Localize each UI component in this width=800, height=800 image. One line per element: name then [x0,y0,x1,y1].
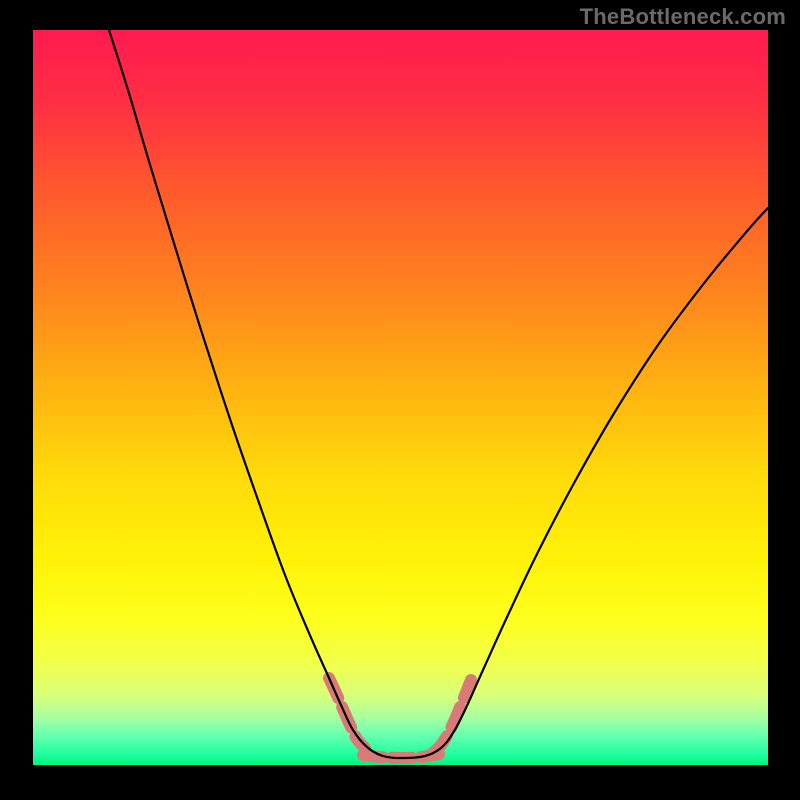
watermark-label: TheBottleneck.com [580,4,786,30]
plot-area [33,30,768,765]
chart-frame: TheBottleneck.com [0,0,800,800]
plot-svg [33,30,768,765]
